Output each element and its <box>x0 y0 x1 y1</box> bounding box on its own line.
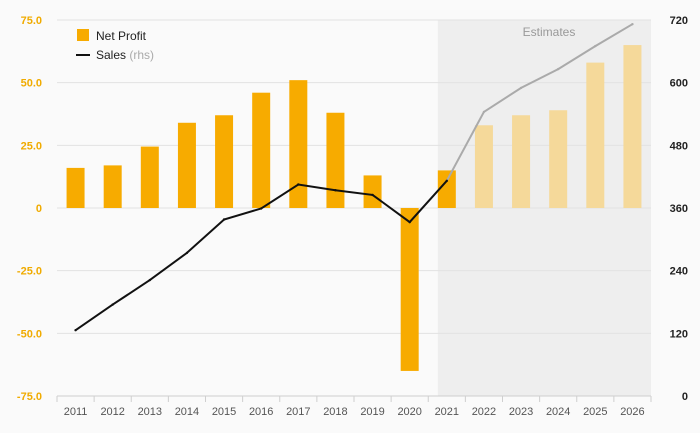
x-tick-label: 2023 <box>509 406 533 418</box>
legend-label-net-profit: Net Profit <box>96 29 147 43</box>
sales-point <box>482 110 486 114</box>
x-tick-label: 2017 <box>286 406 310 418</box>
legend-label-sales-suffix: (rhs) <box>129 48 154 62</box>
bar-net-profit <box>400 208 419 371</box>
x-tick-label: 2014 <box>175 406 199 418</box>
sales-point <box>111 303 114 306</box>
bar-net-profit <box>437 170 456 208</box>
y-left-tick-label: 25.0 <box>21 140 42 152</box>
x-tick-label: 2020 <box>397 406 421 418</box>
legend-swatch-net-profit <box>77 29 89 41</box>
sales-point <box>148 278 152 282</box>
y-right-tick-label: 0 <box>682 391 688 403</box>
y-right-tick-label: 720 <box>670 15 688 27</box>
x-tick-label: 2025 <box>583 406 607 418</box>
legend-label-sales-name: Sales <box>96 48 126 62</box>
legend-label-sales: Sales (rhs) <box>96 48 154 62</box>
x-tick-label: 2019 <box>360 406 384 418</box>
bar-net-profit <box>140 146 159 208</box>
bar-net-profit <box>289 80 308 208</box>
sales-point <box>371 193 374 197</box>
bar-net-profit <box>215 115 234 208</box>
sales-line-estimate <box>445 23 633 182</box>
x-tick-label: 2012 <box>100 406 124 418</box>
sales-point <box>519 86 523 90</box>
x-tick-label: 2016 <box>249 406 273 418</box>
bar-net-profit <box>363 175 382 208</box>
bar-net-profit <box>474 125 493 208</box>
x-tick-label: 2021 <box>435 406 459 418</box>
x-tick-label: 2013 <box>138 406 162 418</box>
y-right-tick-label: 360 <box>670 203 688 215</box>
bar-net-profit <box>103 165 122 208</box>
sales-point <box>222 218 226 221</box>
bar-net-profit <box>549 110 568 208</box>
y-left-tick-label: -50.0 <box>17 328 42 340</box>
x-tick-label: 2011 <box>64 406 88 418</box>
sales-point <box>74 329 77 332</box>
sales-point <box>408 220 411 224</box>
sales-point <box>594 44 597 48</box>
sales-point <box>185 251 189 255</box>
x-tick-label: 2018 <box>323 406 347 418</box>
x-tick-label: 2022 <box>472 406 496 418</box>
legend: Net Profit Sales (rhs) <box>76 29 154 62</box>
bar-net-profit <box>66 167 85 208</box>
estimates-label: Estimates <box>523 25 576 39</box>
sales-point <box>556 67 560 71</box>
bar-net-profit <box>586 62 605 208</box>
sales-point <box>631 22 634 26</box>
sales-point <box>297 183 300 186</box>
y-right-tick-label: 240 <box>670 266 688 278</box>
sales-point <box>259 207 263 210</box>
y-left-tick-label: 75.0 <box>21 15 42 27</box>
bar-net-profit <box>252 92 271 208</box>
bar-net-profit <box>177 122 196 208</box>
y-right-tick-label: 120 <box>670 328 688 340</box>
x-tick-label: 2015 <box>212 406 236 418</box>
y-left-tick-label: -75.0 <box>17 391 42 403</box>
bar-net-profit <box>623 45 642 208</box>
y-left-tick-label: 50.0 <box>21 78 42 90</box>
bar-net-profit <box>512 115 531 208</box>
x-tick-label: 2026 <box>620 406 644 418</box>
y-left-tick-label: -25.0 <box>17 266 42 278</box>
bar-net-profit <box>326 112 345 208</box>
sales-point <box>334 189 337 192</box>
sales-point <box>445 179 449 183</box>
y-right-tick-label: 600 <box>670 78 688 90</box>
y-left-tick-label: 0 <box>36 203 42 215</box>
x-tick-label: 2024 <box>546 406 570 418</box>
y-right-tick-label: 480 <box>670 140 688 152</box>
